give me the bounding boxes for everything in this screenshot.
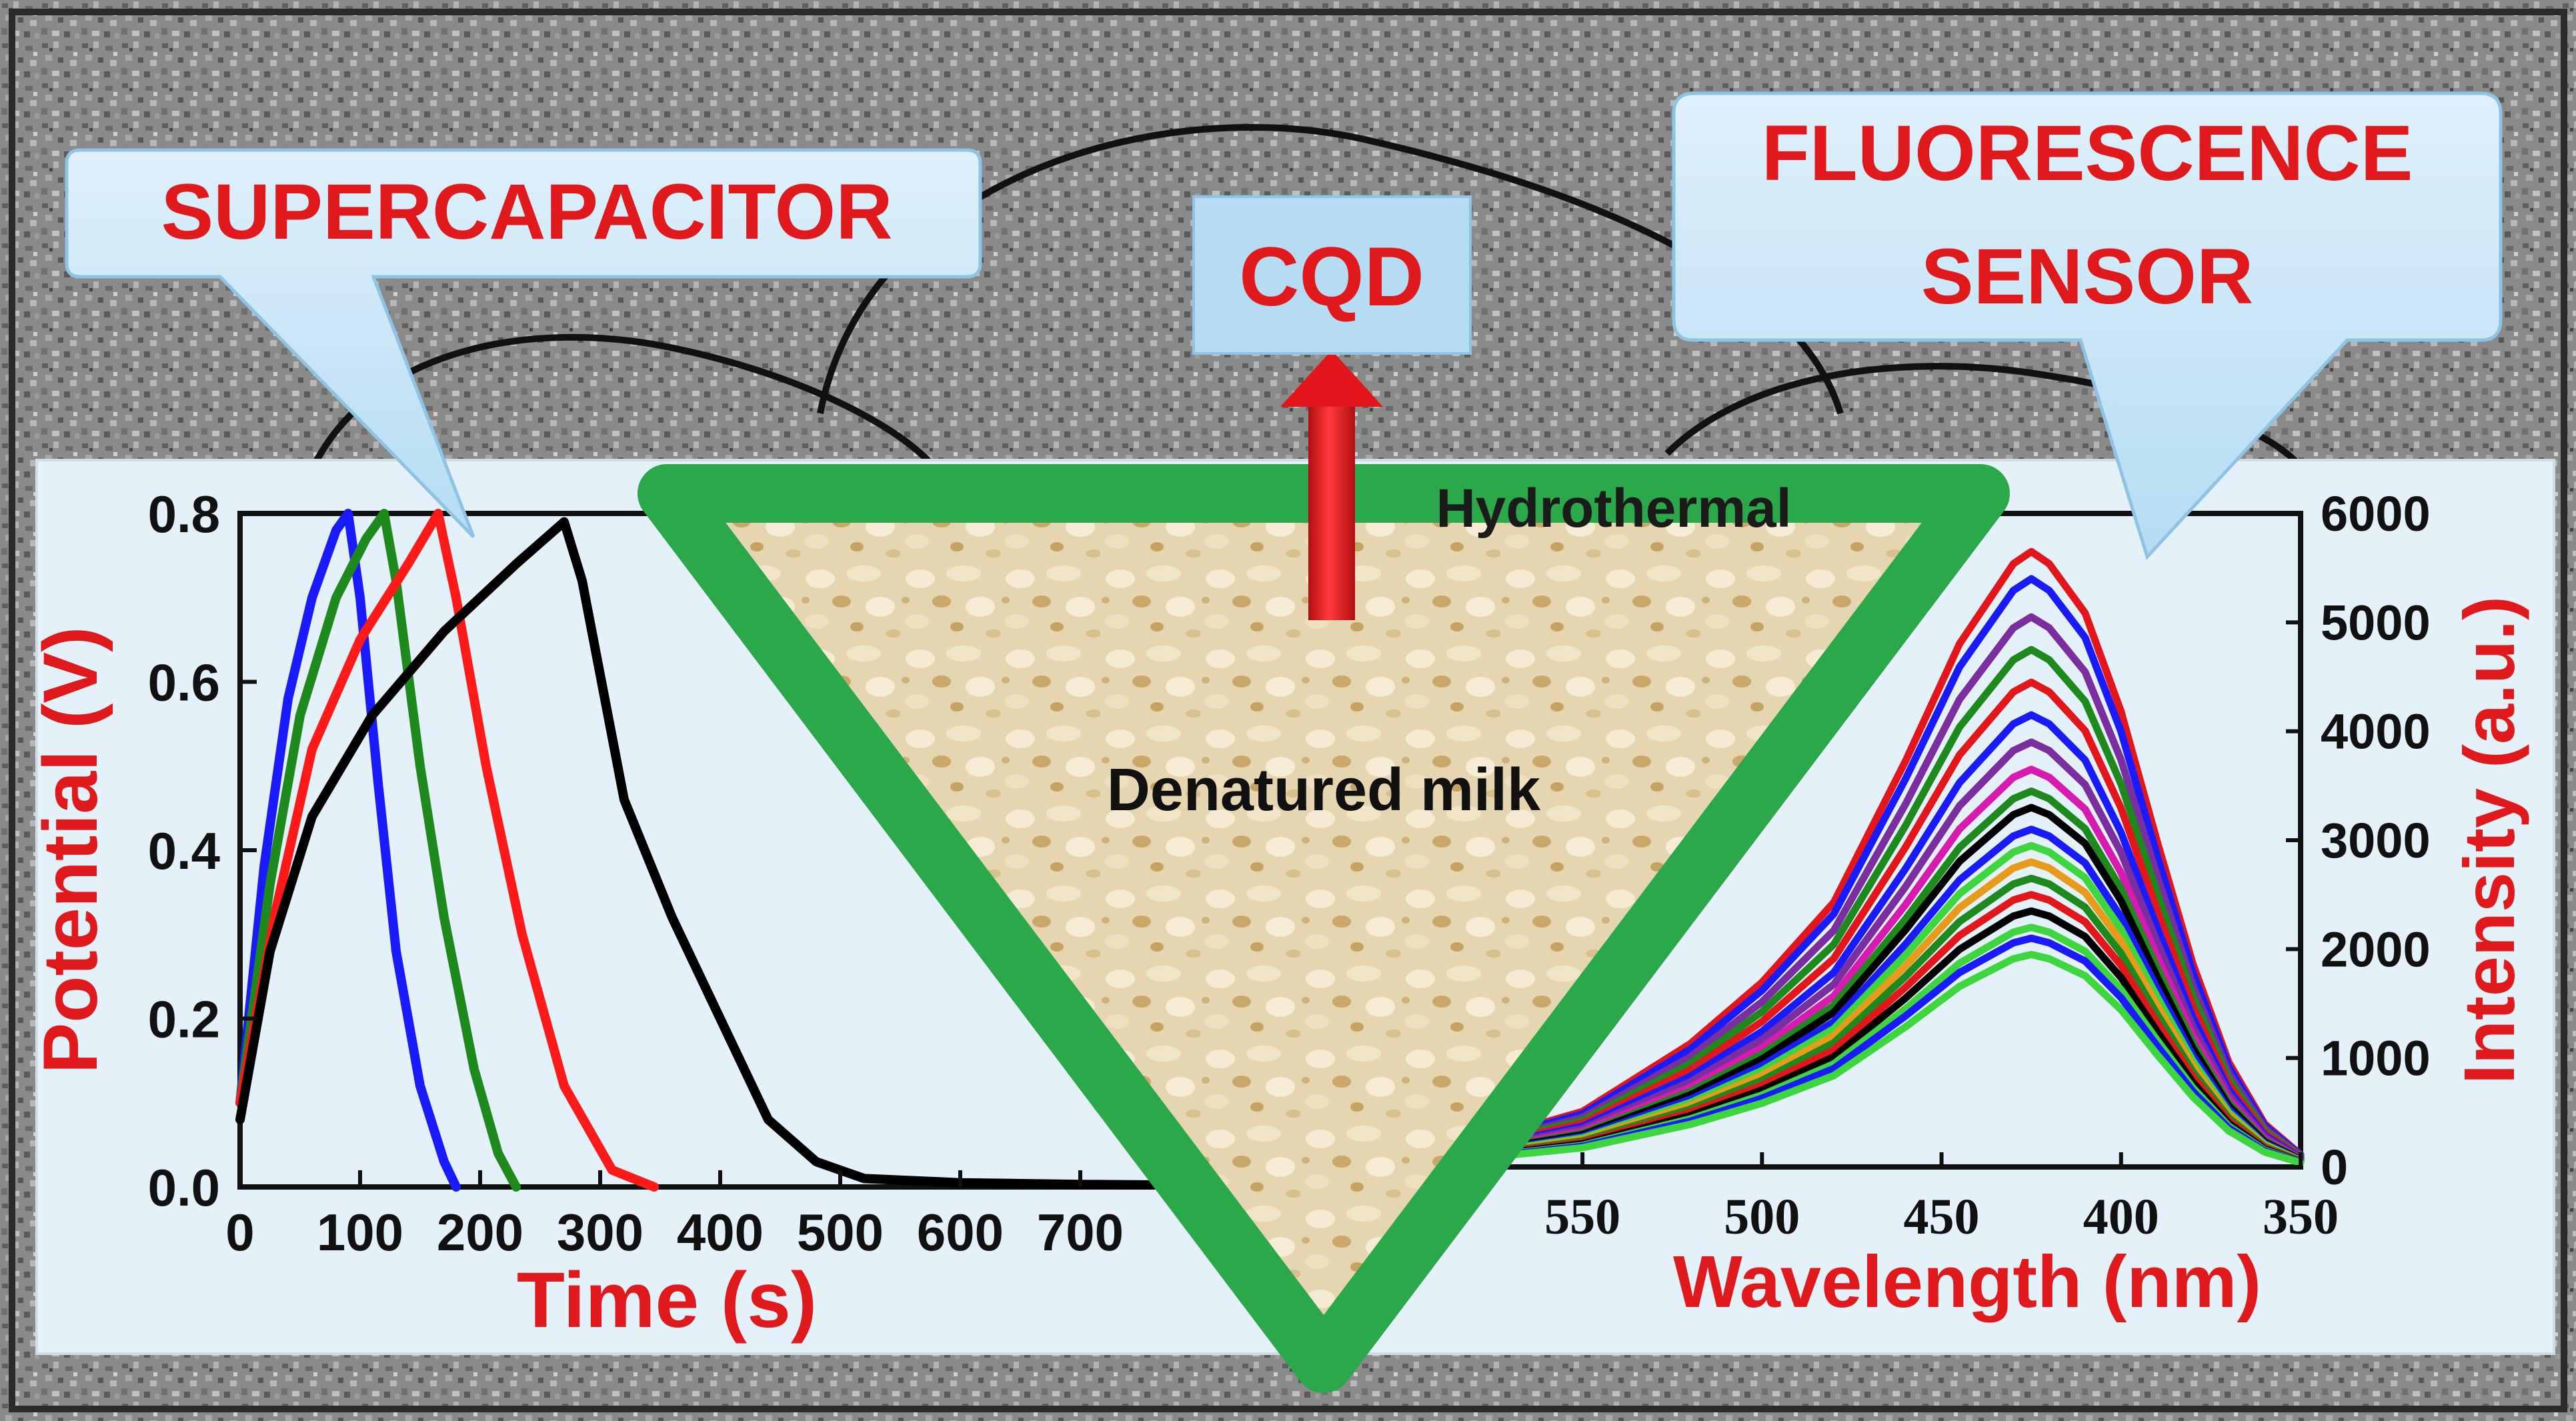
fluorescence-spectrum-line (1363, 678, 2305, 1165)
precursor-label: Denatured milk (1107, 757, 1541, 824)
cqd-label: CQD (1239, 231, 1424, 323)
gcd-y-tick-label: 0.0 (148, 1158, 220, 1217)
fl-x-tick-label: 400 (2083, 1189, 2159, 1245)
fluorescence-spectrum-line (1363, 575, 2305, 1164)
gcd-y-tick-label: 0.6 (148, 653, 220, 712)
milk-texture-fill (667, 493, 1981, 1364)
fl-x-axis-label: Wavelength (nm) (1673, 1241, 2261, 1323)
gcd-x-axis-label: Time (s) (517, 1256, 817, 1344)
arrow-up-icon (1280, 350, 1383, 620)
gcd-y-tick-label: 0.2 (148, 990, 220, 1049)
fl-x-tick-label: 550 (1544, 1189, 1620, 1245)
supercapacitor-label: SUPERCAPACITOR (161, 168, 892, 256)
fluorescence-spectrum-line (1363, 711, 2305, 1166)
gcd-y-tick-label: 0.8 (148, 485, 220, 543)
gcd-x-tick-label: 400 (677, 1203, 764, 1262)
cqd-box (1192, 195, 1472, 355)
gcd-x-tick-label: 600 (917, 1203, 1004, 1262)
fl-y-tick-label: 5000 (2321, 595, 2431, 650)
fluorescence-spectrum-line (1363, 951, 2305, 1168)
fluorescence-spectrum-line (1363, 645, 2305, 1165)
fluorescence-chart: 600550500450400350 010002000300040005000… (1363, 486, 2529, 1323)
fl-y-tick-label: 2000 (2321, 922, 2431, 977)
frame-border (9, 9, 2567, 1412)
fl-y-tick-label: 0 (2321, 1140, 2348, 1195)
supercapacitor-callout: SUPERCAPACITOR (65, 148, 982, 538)
fluorescence-callout: FLUORESCENCE SENSOR (1672, 91, 2503, 560)
gcd-x-tick-label: 700 (1037, 1203, 1124, 1262)
gcd-y-tick-label: 0.4 (148, 822, 220, 880)
gcd-series-line (235, 509, 659, 1192)
fl-x-tick-label: 450 (1904, 1189, 1980, 1245)
fl-y-tick-label: 1000 (2321, 1031, 2431, 1086)
fl-x-tick-label: 500 (1724, 1189, 1800, 1245)
gcd-x-tick-label: 300 (557, 1203, 643, 1262)
fl-y-axis-label: Intensity (a.u.) (2449, 596, 2529, 1084)
fluorescence-label-line1: FLUORESCENCE (1762, 109, 2413, 197)
gcd-series-line (235, 509, 521, 1192)
gcd-x-tick-label: 200 (437, 1203, 523, 1262)
gcd-y-axis-label: Potential (V) (28, 627, 113, 1074)
fl-y-tick-label: 3000 (2321, 813, 2431, 868)
gcd-series-line (235, 517, 1205, 1190)
fluorescence-spectrum-line (1363, 613, 2305, 1164)
fl-x-tick-label: 350 (2263, 1189, 2339, 1245)
fluorescence-spectrum-line (1363, 738, 2305, 1166)
gcd-x-tick-label: 100 (317, 1203, 403, 1262)
fl-y-tick-label: 6000 (2321, 486, 2431, 541)
hydrothermal-label: Hydrothermal (1436, 478, 1791, 539)
fl-y-tick-label: 4000 (2321, 704, 2431, 760)
gcd-x-tick-label: 500 (797, 1203, 884, 1262)
gcd-x-tick-label: 0 (225, 1203, 254, 1262)
fluorescence-label-line2: SENSOR (1921, 233, 2253, 321)
